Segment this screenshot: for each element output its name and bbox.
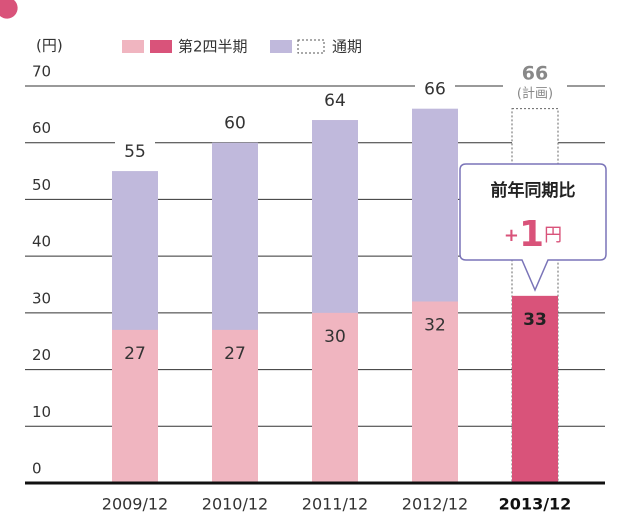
legend-swatch	[122, 40, 144, 53]
callout-title: 前年同期比	[491, 180, 576, 201]
y-tick-label: 40	[32, 233, 51, 251]
x-tick-label: 2012/12	[402, 495, 468, 514]
label-bg	[415, 76, 455, 101]
full-year-value-label: 64	[324, 91, 346, 111]
q2-bar	[112, 329, 158, 483]
callout-box	[459, 163, 607, 292]
x-tick-label: 2009/12	[102, 495, 168, 514]
label-bg	[315, 88, 355, 113]
label-bg	[115, 139, 155, 164]
q2-value-label: 27	[124, 344, 146, 364]
full-year-value-label: 66	[522, 63, 548, 85]
y-tick-label: 20	[32, 346, 51, 364]
legend-label: 通期	[332, 38, 362, 56]
plan-note: (計画)	[517, 86, 553, 102]
q2-bar	[212, 329, 258, 483]
y-tick-label: 10	[32, 403, 51, 421]
full-year-value-label: 66	[424, 80, 446, 100]
legend-swatch	[150, 40, 172, 53]
x-tick-label: 2011/12	[302, 495, 368, 514]
callout-prefix: +	[504, 225, 519, 246]
y-tick-label: 0	[32, 460, 42, 478]
q2-value-label: 32	[424, 316, 446, 336]
x-tick-label: 2013/12	[499, 495, 572, 514]
callout-number: 1	[519, 214, 544, 255]
q2-value-label: 33	[523, 310, 547, 330]
full-year-value-label: 60	[224, 114, 246, 134]
y-tick-label: 70	[32, 63, 51, 81]
q2-value-label: 27	[224, 344, 246, 364]
legend-swatch	[270, 40, 292, 53]
q2-bar	[412, 301, 458, 483]
unit-label: (円)	[36, 37, 63, 55]
label-bg	[215, 110, 255, 135]
y-tick-label: 60	[32, 119, 51, 137]
x-tick-label: 2010/12	[202, 495, 268, 514]
callout-unit: 円	[544, 225, 562, 246]
legend-swatch	[297, 39, 325, 54]
q2-bar	[312, 312, 358, 483]
callout-value: +1円	[504, 214, 562, 255]
y-tick-label: 50	[32, 176, 51, 194]
corner-icon	[0, 0, 18, 19]
q2-bar	[512, 295, 558, 483]
y-tick-label: 30	[32, 289, 51, 307]
q2-value-label: 30	[324, 327, 346, 347]
full-year-value-label: 55	[124, 142, 146, 162]
label-bg	[503, 64, 567, 102]
legend-label: 第2四半期	[178, 38, 248, 56]
